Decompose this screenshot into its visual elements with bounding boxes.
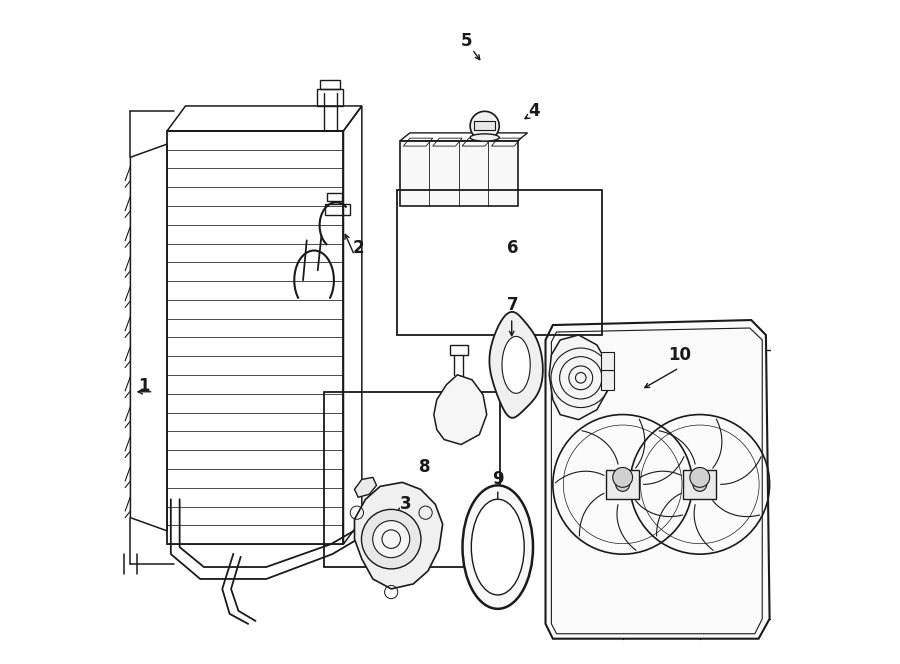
Polygon shape — [490, 312, 543, 418]
Bar — [320, 80, 340, 90]
Circle shape — [373, 521, 410, 558]
Bar — [397, 190, 602, 335]
Text: 8: 8 — [418, 458, 430, 477]
Bar — [325, 204, 350, 216]
Circle shape — [686, 470, 714, 498]
Text: 5: 5 — [461, 33, 472, 50]
Circle shape — [613, 467, 633, 487]
Polygon shape — [434, 374, 487, 444]
Polygon shape — [549, 335, 608, 420]
Bar — [450, 345, 468, 355]
Text: 7: 7 — [507, 296, 518, 314]
Circle shape — [470, 112, 500, 140]
Polygon shape — [355, 477, 376, 497]
Text: 3: 3 — [400, 495, 411, 513]
Text: 6: 6 — [507, 239, 518, 258]
Circle shape — [693, 477, 706, 491]
Text: 9: 9 — [492, 470, 504, 489]
Polygon shape — [502, 337, 530, 393]
Circle shape — [616, 477, 630, 491]
Bar — [600, 352, 614, 370]
Circle shape — [608, 470, 636, 498]
Bar — [328, 193, 342, 201]
Bar — [600, 370, 614, 390]
Text: 4: 4 — [528, 102, 540, 120]
Ellipse shape — [472, 499, 524, 595]
Bar — [474, 122, 495, 130]
Polygon shape — [545, 320, 770, 639]
Text: 10: 10 — [668, 346, 690, 364]
Bar — [400, 141, 518, 206]
Text: 1: 1 — [138, 376, 149, 395]
Bar — [317, 90, 344, 106]
Ellipse shape — [470, 134, 500, 141]
Bar — [324, 392, 500, 567]
Text: 2: 2 — [353, 239, 364, 258]
Circle shape — [690, 467, 710, 487]
Bar — [683, 469, 716, 499]
Polygon shape — [355, 482, 443, 589]
Bar — [606, 469, 639, 499]
Ellipse shape — [463, 485, 533, 609]
Circle shape — [362, 509, 421, 569]
